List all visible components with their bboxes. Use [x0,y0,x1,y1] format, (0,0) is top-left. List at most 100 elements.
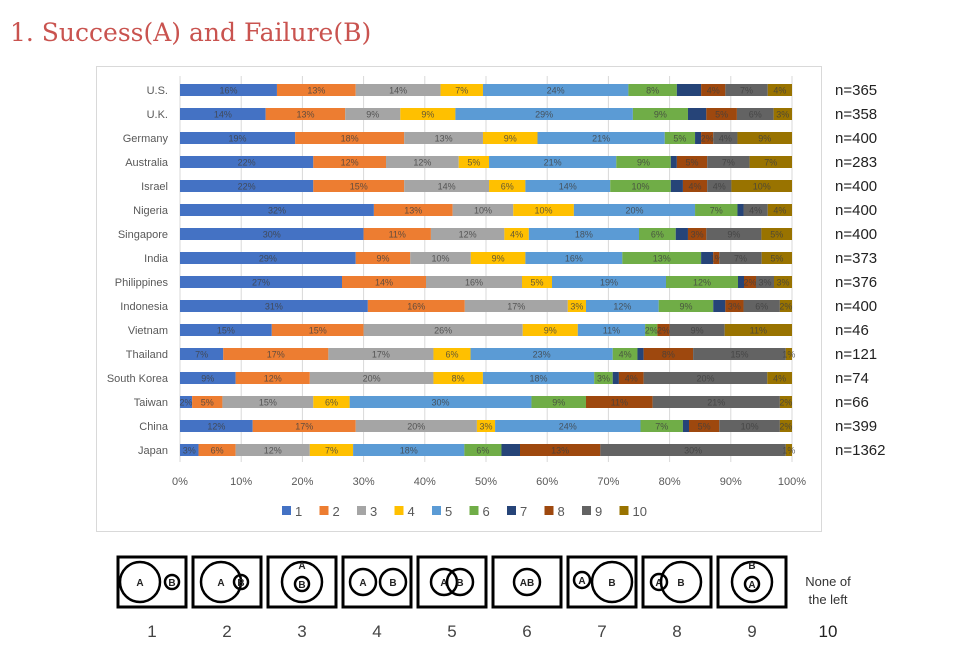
x-tick-label: 60% [536,476,558,488]
legend-label: 5 [445,504,452,519]
bar-segment-2 [363,228,431,240]
data-label: 20% [363,374,381,384]
bar-segment-4 [482,132,538,144]
data-label: 9% [679,302,692,312]
bar-segment-1 [180,84,277,96]
data-label: 5% [673,134,686,144]
bar-segment-1 [180,420,253,432]
sample-size-label: n=400 [835,130,877,147]
data-label: 10% [632,182,650,192]
x-tick-label: 80% [659,476,681,488]
bar-segment-3 [235,444,310,456]
data-label: 12% [341,158,359,168]
bar-segment-7 [695,132,702,144]
data-label: 18% [400,446,418,456]
bar-segment-5 [455,108,633,120]
diagram-letter: B [389,578,396,589]
bar-segment-4 [513,204,574,216]
bar-segment-5 [525,252,623,264]
legend-swatch-3 [357,506,366,515]
bar-segment-6 [464,444,502,456]
bar-segment-9 [736,108,774,120]
data-label: 19% [600,278,618,288]
bar-segment-7 [501,444,520,456]
diagram-letter: B [168,578,175,589]
bar-segment-1 [180,300,368,312]
x-tick-label: 50% [475,476,497,488]
data-label: 4% [719,134,732,144]
data-label: 15% [730,350,748,360]
circle-a [118,560,162,604]
diagram-letter: B [237,578,244,589]
legend-label: 1 [295,504,302,519]
circle-a [743,575,761,593]
data-label: 9% [654,110,667,120]
data-label: 5% [467,158,480,168]
bar-segment-10 [785,444,792,456]
bar-segment-9 [743,204,768,216]
bar-segment-4 [400,108,456,120]
bar-segment-2 [313,180,405,192]
bar-segment-5 [573,204,696,216]
data-label: 7% [734,254,747,264]
none-of-the-left-label: None of [805,574,851,589]
bar-segment-8 [701,84,726,96]
bar-segment-10 [774,276,792,288]
bar-segment-1 [180,252,356,264]
bar-segment-3 [430,228,505,240]
data-label: 5% [201,398,214,408]
bar-segment-4 [458,156,490,168]
bar-segment-7 [687,108,707,120]
data-label: 14% [438,182,456,192]
bar-segment-7 [737,204,744,216]
diagram-letter: A [440,578,447,589]
circle-b [445,567,475,597]
bar-segment-1 [180,180,314,192]
bar-segment-3 [345,108,401,120]
x-tick-label: 10% [230,476,252,488]
data-label: 4% [749,206,762,216]
bar-segment-6 [610,180,671,192]
sample-size-label: n=376 [835,274,877,291]
bar-segment-9 [652,396,780,408]
data-label: 30% [263,230,281,240]
data-label: 3% [758,278,771,288]
x-tick-label: 100% [778,476,806,488]
bar-segment-1 [180,444,199,456]
bar-segment-3 [355,84,441,96]
bar-segment-9 [707,156,750,168]
bar-segment-8 [744,276,756,288]
bar-segment-3 [426,276,522,288]
data-label: 27% [252,278,270,288]
bar-segment-4 [522,324,578,336]
bar-segment-6 [695,204,738,216]
data-label: 15% [350,182,368,192]
category-label: Israel [141,181,168,193]
data-label: 20% [625,206,643,216]
legend-label: 6 [483,504,490,519]
legend-label: 3 [370,504,377,519]
diagram-number: 8 [672,622,681,641]
diagram-number: 5 [447,622,456,641]
sample-size-label: n=373 [835,250,877,267]
bar-segment-5 [349,396,532,408]
sample-size-label: n=358 [835,106,877,123]
category-label: India [144,253,169,265]
data-label: 2% [657,326,670,336]
bar-segment-1 [180,324,272,336]
data-label: 9% [421,110,434,120]
bar-segment-3 [386,156,459,168]
data-label: 12% [207,422,225,432]
diagram-letter: AB [520,578,534,589]
circle-b [163,573,181,591]
bar-segment-6 [622,252,702,264]
data-label: 7% [710,206,723,216]
bar-segment-6 [632,108,688,120]
data-label: 14% [389,86,407,96]
circle-b [378,567,408,597]
data-label: 13% [307,86,325,96]
bar-segment-2 [373,204,453,216]
sample-size-label: n=66 [835,394,869,411]
circle-b [590,560,634,604]
